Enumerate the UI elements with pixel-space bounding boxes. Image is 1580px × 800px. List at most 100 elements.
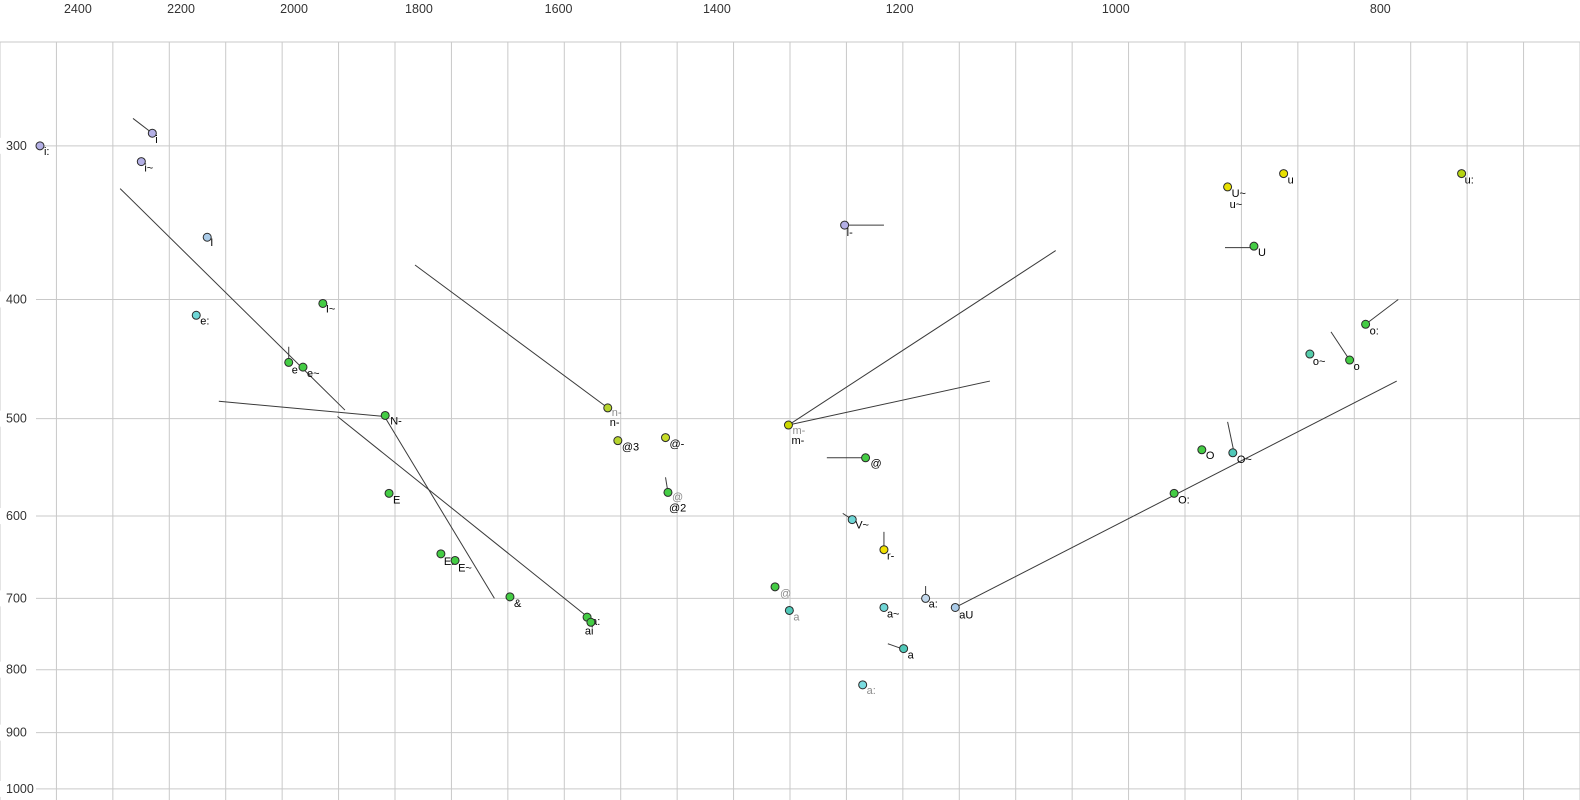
vowel-point-label: @3	[622, 442, 639, 454]
trajectory-line	[788, 250, 1056, 426]
vowel-point-u:	[1457, 169, 1467, 179]
vowel-point-label: u	[1288, 175, 1294, 187]
vowel-point-label: aU	[959, 609, 973, 621]
trajectory-line	[1227, 421, 1235, 453]
vowel-point-label: l-	[847, 227, 853, 239]
x-tick-label: 1600	[545, 2, 573, 16]
vowel-point-label: o:	[1370, 325, 1379, 337]
vowel-point-m-	[783, 420, 793, 430]
vowel-point-ai	[586, 617, 596, 627]
vowel-point-E:	[436, 549, 446, 559]
vowel-point-label: a:	[929, 598, 938, 610]
vowel-point-label: I	[210, 237, 213, 249]
vowel-point-O:	[1169, 488, 1179, 498]
vowel-point-label: @	[780, 588, 791, 600]
y-tick-label: 500	[6, 412, 27, 426]
vowel-point-label: @	[871, 458, 882, 470]
vowel-point-@	[663, 487, 673, 497]
vowel-point-i:	[35, 141, 45, 151]
vowel-point-label: i	[155, 134, 157, 146]
vowel-point-o~	[1305, 349, 1315, 359]
vowel-point-label: e~	[307, 368, 320, 380]
vowel-point-a~	[879, 602, 889, 612]
x-tick-label: 2000	[280, 2, 308, 16]
vowel-point-a	[784, 605, 794, 615]
vowel-point-label: a:	[867, 685, 876, 697]
y-tick-label-bg	[0, 508, 36, 525]
y-tick-label: 400	[6, 292, 27, 306]
x-tick-label: 1400	[703, 2, 731, 16]
vowel-point-label: o~	[1313, 356, 1326, 368]
y-tick-label: 700	[6, 591, 27, 605]
vowel-point-o:	[1361, 319, 1371, 329]
y-tick-label-bg	[0, 410, 36, 427]
vowel-point-U~	[1223, 182, 1233, 192]
vowel-point-label: a	[793, 611, 800, 623]
y-tick-label-bg	[0, 137, 36, 154]
vowel-point-n-	[603, 403, 613, 413]
vowel-point-label: e	[292, 364, 298, 376]
y-tick-label: 300	[6, 139, 27, 153]
vowel-point-E	[384, 488, 394, 498]
vowel-point-label: a~	[887, 608, 900, 620]
x-tick-label: 800	[1370, 2, 1391, 16]
y-tick-label-bg	[0, 780, 36, 797]
vowel-point-o	[1345, 355, 1355, 365]
vowel-point-e	[284, 357, 294, 367]
vowel-point-i~	[136, 157, 146, 167]
vowel-point-label: E~	[458, 562, 472, 574]
vowel-point-label: u:	[1465, 175, 1474, 187]
vowel-point-label: ai	[585, 625, 594, 637]
y-tick-label-bg	[0, 291, 36, 308]
vowel-point-label-2: @2	[669, 502, 686, 514]
vowel-point-label: i~	[144, 163, 153, 175]
y-tick-label-bg	[0, 661, 36, 678]
vowel-point-@3	[613, 436, 623, 446]
vowel-point-label-2: n-	[610, 417, 620, 429]
vowel-point-a:	[921, 593, 931, 603]
vowel-point-label: I~	[326, 303, 335, 315]
vowel-point-label: @-	[670, 439, 685, 451]
vowel-point-label: O~	[1237, 454, 1252, 466]
vowel-point-&	[505, 592, 515, 602]
vowel-point-label: E	[393, 494, 400, 506]
x-tick-label: 1000	[1102, 2, 1130, 16]
vowel-point-label: a:	[591, 616, 600, 628]
y-tick-label-bg	[0, 590, 36, 607]
trajectory-line	[218, 400, 386, 418]
vowel-point-label: O:	[1178, 494, 1190, 506]
vowel-point-label: N-	[390, 415, 402, 427]
y-tick-label: 900	[6, 726, 27, 740]
trajectory-line	[337, 416, 589, 618]
trajectory-line	[119, 188, 346, 411]
vowel-point-@-	[661, 433, 671, 443]
vowel-point-label: a	[908, 650, 915, 662]
vowel-point-e~	[298, 362, 308, 372]
vowel-point-label: o	[1354, 361, 1360, 373]
vowel-point-i	[147, 128, 157, 138]
x-tick-label: 2200	[167, 2, 195, 16]
vowel-point-a:	[858, 680, 868, 690]
vowel-point-O	[1197, 445, 1207, 455]
vowel-point-aU	[950, 602, 960, 612]
y-tick-label-bg	[0, 724, 36, 741]
vowel-point-U	[1249, 241, 1259, 251]
trajectory-line	[1330, 331, 1351, 361]
vowel-point-label: U	[1258, 247, 1266, 259]
vowel-point-e:	[191, 310, 201, 320]
vowel-point-r-	[879, 545, 889, 555]
trajectory-line	[384, 417, 495, 599]
vowel-point-@	[861, 453, 871, 463]
vowel-point-E~	[450, 555, 460, 565]
vowel-point-label: m-	[792, 425, 805, 437]
vowel-point-label: e:	[200, 315, 209, 327]
vowel-point-label: @	[672, 491, 683, 503]
vowel-point-l-	[840, 220, 850, 230]
vowel-point-I~	[318, 298, 328, 308]
y-tick-label: 800	[6, 663, 27, 677]
vowel-point-label: V~	[855, 520, 869, 532]
vowel-point-label-2: m-	[791, 435, 804, 447]
vowel-point-label: r-	[887, 551, 895, 563]
vowel-point-O~	[1228, 448, 1238, 458]
